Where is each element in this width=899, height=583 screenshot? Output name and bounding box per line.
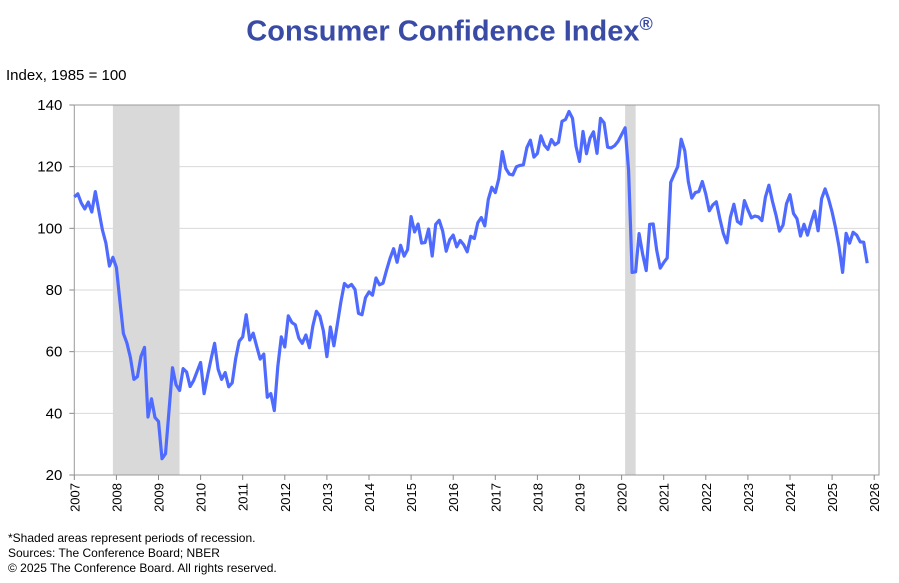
- y-tick-label: 120: [37, 159, 62, 176]
- x-tick-label: 2018: [530, 483, 545, 512]
- x-tick-label: 2026: [867, 483, 882, 512]
- y-tick-label: 60: [46, 344, 63, 361]
- x-tick-label: 2007: [67, 483, 82, 512]
- tick-labels: 20 40 60 80 100 120 140 2007 2008 2009 2010 2011 201…: [37, 97, 882, 512]
- x-tick-label: 2020: [615, 483, 630, 512]
- x-tick-label: 2016: [446, 483, 461, 512]
- x-tick-label: 2014: [362, 483, 377, 512]
- x-tick-label: 2011: [236, 483, 251, 511]
- x-tick-label: 2015: [404, 483, 419, 512]
- x-tick-label: 2010: [194, 483, 209, 512]
- y-tick-label: 40: [46, 405, 63, 422]
- chart-title: Consumer Confidence Index®: [0, 14, 899, 49]
- series-line: [73, 109, 869, 461]
- plot-border: [73, 104, 880, 476]
- copyright-note: © 2025 The Conference Board. All rights …: [8, 561, 277, 575]
- y-axis-label: Index, 1985 = 100: [6, 67, 127, 84]
- sources-note: Sources: The Conference Board; NBER: [8, 546, 220, 560]
- chart-title-text: Consumer Confidence Index: [246, 15, 640, 48]
- x-tick-label: 2019: [573, 483, 588, 512]
- x-tick-label: 2024: [783, 483, 798, 512]
- x-tick-label: 2008: [109, 483, 124, 512]
- x-tick-label: 2022: [699, 483, 714, 512]
- y-tick-label: 80: [46, 282, 63, 299]
- x-tick-label: 2023: [741, 483, 756, 512]
- x-tick-label: 2021: [657, 483, 672, 512]
- series-group: [73, 109, 869, 461]
- x-tick-label: 2012: [278, 483, 293, 512]
- y-tick-label: 20: [46, 467, 63, 484]
- x-tick-label: 2013: [320, 483, 335, 512]
- y-tick-label: 100: [37, 220, 62, 237]
- registered-mark: ®: [639, 14, 653, 34]
- axes: [69, 104, 880, 480]
- x-tick-label: 2025: [825, 483, 840, 512]
- recession-note: *Shaded areas represent periods of reces…: [8, 531, 256, 545]
- x-tick-label: 2017: [488, 483, 503, 512]
- x-tick-label: 2009: [152, 483, 167, 512]
- y-tick-label: 140: [37, 97, 62, 114]
